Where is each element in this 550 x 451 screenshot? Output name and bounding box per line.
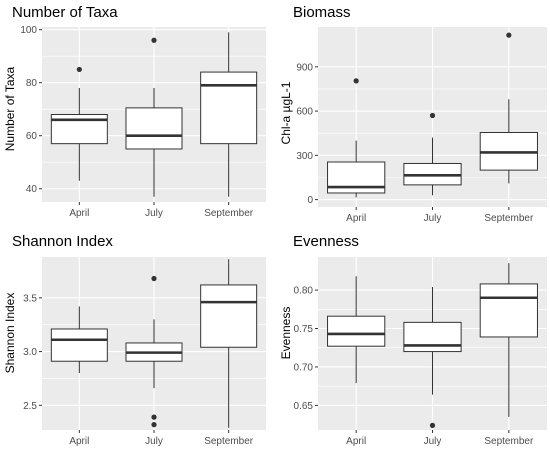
outlier-point bbox=[151, 414, 157, 420]
box-september bbox=[200, 259, 258, 428]
y-tick-label: 0 bbox=[307, 195, 313, 206]
outlier-point bbox=[151, 275, 157, 282]
outlier-point bbox=[429, 422, 436, 428]
box-april bbox=[327, 78, 386, 198]
box-july bbox=[125, 275, 183, 428]
iqr-box bbox=[479, 283, 538, 338]
x-tick-label: April bbox=[69, 436, 89, 447]
box-september bbox=[479, 32, 538, 184]
y-tick-label: 0.75 bbox=[294, 324, 314, 335]
chart-title: Evenness bbox=[293, 233, 359, 250]
outlier-point bbox=[506, 32, 512, 38]
y-tick-label: 2.5 bbox=[23, 401, 37, 412]
outlier-point bbox=[151, 37, 157, 43]
iqr-box bbox=[200, 284, 258, 348]
chart-title: Number of Taxa bbox=[12, 4, 118, 21]
box-september bbox=[200, 32, 258, 197]
x-tick-label: April bbox=[346, 213, 366, 224]
y-tick-label: 80 bbox=[26, 78, 38, 89]
x-tick-label: September bbox=[484, 436, 534, 447]
iqr-box bbox=[327, 315, 386, 347]
box-april bbox=[327, 276, 386, 384]
chart-title: Biomass bbox=[293, 4, 351, 21]
y-tick-label: 40 bbox=[26, 184, 38, 195]
chart-title: Shannon Index bbox=[12, 233, 113, 250]
y-tick-label: 0.65 bbox=[294, 401, 314, 412]
iqr-box bbox=[50, 328, 108, 362]
x-tick-label: July bbox=[145, 436, 163, 447]
box-july bbox=[403, 112, 462, 196]
box-april bbox=[50, 306, 108, 374]
panel-shannon-index: Shannon Index Shannon Index 2.5 3.0 3.5 Apr… bbox=[3, 233, 266, 447]
y-axis-label: Number of Taxa bbox=[3, 66, 17, 151]
box-july bbox=[403, 286, 462, 428]
panel-number-of-taxa: Number of Taxa Number of Taxa 40 60 80 100 A… bbox=[3, 4, 266, 219]
iqr-box bbox=[125, 107, 183, 150]
y-axis-label: Evenness bbox=[279, 307, 293, 360]
x-tick-label: September bbox=[204, 208, 254, 219]
y-tick-label: 300 bbox=[296, 151, 313, 162]
x-tick-label: September bbox=[484, 213, 534, 224]
iqr-box bbox=[200, 71, 258, 145]
outlier-point bbox=[353, 78, 359, 84]
iqr-box bbox=[403, 321, 462, 353]
box-april bbox=[50, 66, 108, 181]
y-tick-label: 3.5 bbox=[23, 293, 37, 304]
x-tick-label: September bbox=[204, 436, 254, 447]
x-tick-label: April bbox=[346, 436, 366, 447]
outlier-point bbox=[429, 112, 436, 119]
outlier-point bbox=[76, 66, 82, 73]
y-tick-label: 3.0 bbox=[23, 347, 37, 358]
x-tick-label: July bbox=[424, 436, 442, 447]
y-axis-label: Chl-a µgL-1 bbox=[279, 81, 293, 144]
y-tick-label: 100 bbox=[20, 25, 37, 36]
outlier-point bbox=[151, 422, 157, 428]
panel-evenness: Evenness Evenness 0.65 0.70 0.75 0.80 April J… bbox=[279, 233, 547, 447]
y-tick-label: 0.70 bbox=[294, 362, 314, 373]
y-axis-label: Shannon Index bbox=[3, 293, 17, 374]
panel-biomass: Biomass Chl-a µgL-1 0 300 600 900 April July S… bbox=[279, 4, 547, 224]
x-tick-label: July bbox=[145, 208, 163, 219]
y-tick-label: 0.80 bbox=[294, 286, 314, 297]
box-september bbox=[479, 263, 538, 417]
box-july bbox=[125, 37, 183, 197]
x-tick-label: April bbox=[69, 208, 89, 219]
y-tick-label: 600 bbox=[296, 107, 313, 118]
x-tick-label: July bbox=[424, 213, 442, 224]
y-tick-label: 900 bbox=[296, 62, 313, 73]
y-tick-label: 60 bbox=[26, 131, 38, 142]
